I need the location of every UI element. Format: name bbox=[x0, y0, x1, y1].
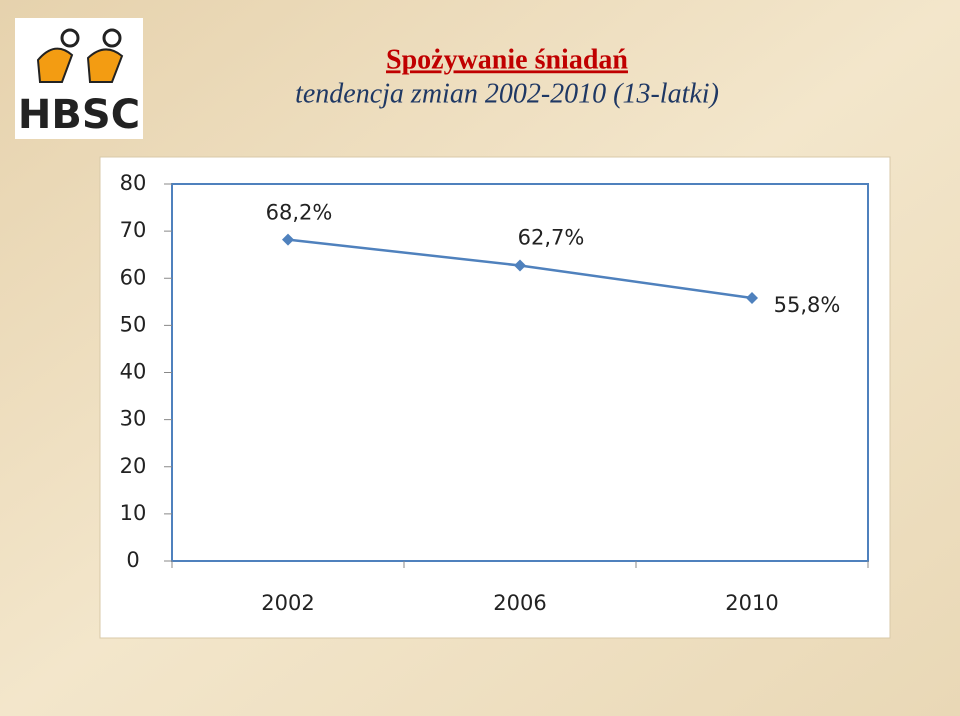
y-tick-label: 0 bbox=[126, 548, 139, 572]
x-tick-label: 2006 bbox=[493, 591, 546, 615]
y-tick-label: 50 bbox=[120, 312, 147, 336]
marker bbox=[746, 292, 758, 305]
y-tick-label: 20 bbox=[120, 454, 147, 478]
chart-subtitle: tendencja zmian 2002-2010 (13-latki) bbox=[295, 78, 719, 109]
x-tick-label: 2002 bbox=[261, 591, 314, 615]
value-label: 55,8% bbox=[774, 293, 841, 317]
chart-area bbox=[99, 156, 891, 639]
marker bbox=[514, 259, 526, 272]
logo-figures bbox=[36, 28, 124, 83]
value-label: 62,7% bbox=[518, 226, 585, 250]
x-tick-label: 2010 bbox=[725, 591, 778, 615]
value-label: 68,2% bbox=[266, 201, 333, 225]
y-tick-label: 30 bbox=[120, 407, 147, 431]
y-tick-label: 70 bbox=[120, 218, 147, 242]
y-tick-label: 40 bbox=[120, 360, 147, 384]
chart-title: Spożywanie śniadań bbox=[386, 44, 628, 75]
y-tick-label: 60 bbox=[120, 265, 147, 289]
marker bbox=[282, 233, 294, 246]
logo-text: HBSC bbox=[18, 92, 140, 138]
y-tick-label: 10 bbox=[120, 501, 147, 525]
y-tick-label: 80 bbox=[120, 171, 147, 195]
